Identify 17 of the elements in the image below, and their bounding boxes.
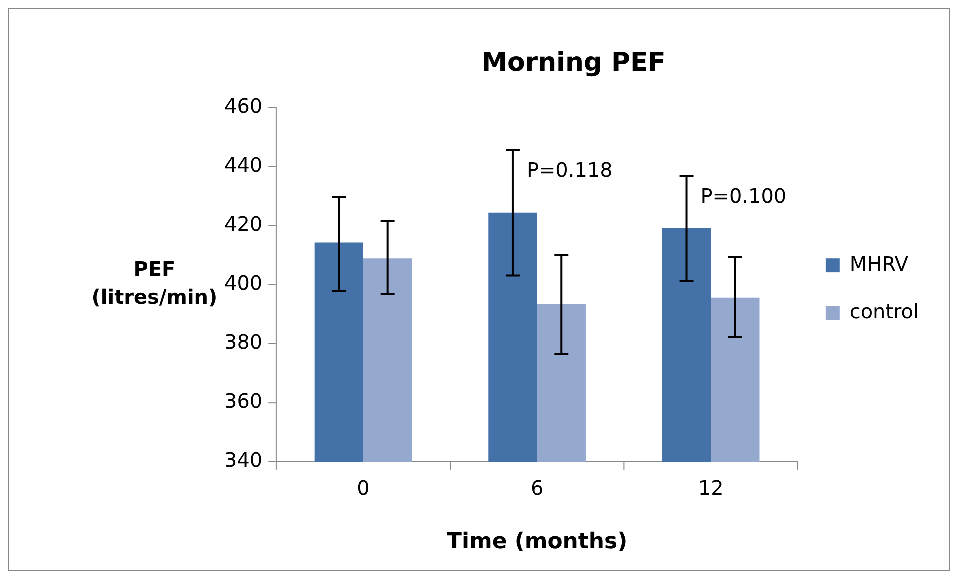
y-tick-label: 360 xyxy=(224,389,263,414)
chart-title: Morning PEF xyxy=(482,48,666,78)
legend-label: MHRV xyxy=(850,252,909,276)
legend-label: control xyxy=(850,300,920,324)
y-tick-label: 400 xyxy=(224,271,263,296)
x-tick-label: 6 xyxy=(530,476,544,500)
annotation: P=0.100 xyxy=(700,184,787,208)
y-tick-label: 420 xyxy=(224,212,263,236)
x-tick-label: 0 xyxy=(357,476,370,500)
y-tick-label: 440 xyxy=(224,153,263,178)
y-tick-label: 460 xyxy=(224,94,263,118)
y-tick-label: 380 xyxy=(224,330,263,354)
x-tick-label: 12 xyxy=(698,476,724,500)
annotation: P=0.118 xyxy=(526,158,613,182)
x-axis-title: Time (months) xyxy=(446,530,628,555)
y-axis-title: PEF (litres/min) xyxy=(92,257,218,310)
y-tick-label: 340 xyxy=(224,448,263,472)
